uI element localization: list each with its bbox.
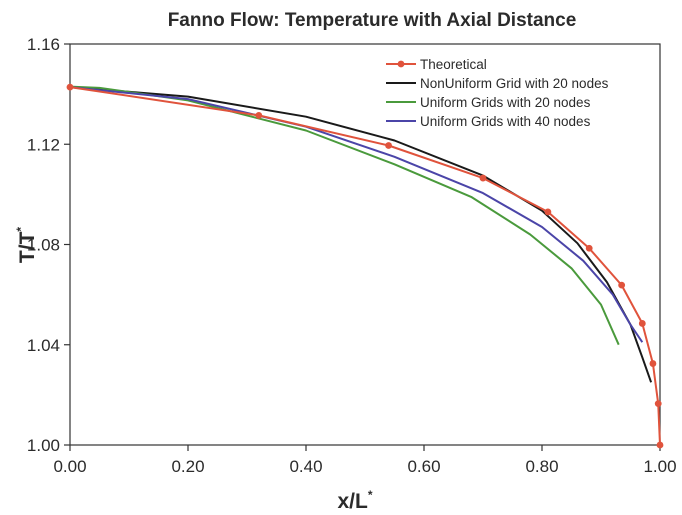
data-point — [544, 208, 552, 216]
chart-title: Fanno Flow: Temperature with Axial Dista… — [168, 10, 577, 31]
legend-label: Uniform Grids with 20 nodes — [420, 95, 591, 110]
y-tick-label: 1.08 — [27, 236, 60, 255]
legend: Theoretical NonUniform Grid with 20 nodes… — [386, 57, 609, 129]
legend-label: Theoretical — [420, 57, 487, 72]
x-tick-label: 0.80 — [525, 457, 558, 476]
y-tick-label: 1.04 — [27, 336, 60, 355]
data-point — [649, 360, 657, 367]
data-point — [618, 281, 626, 289]
x-axis-label: x/L* — [337, 488, 372, 513]
x-tick-label: 1.00 — [643, 457, 676, 476]
data-point — [255, 112, 263, 119]
x-tick-label: 0.40 — [289, 457, 322, 476]
y-axis-label: T/T* — [14, 227, 39, 264]
data-point — [585, 244, 593, 252]
series-line — [69, 86, 653, 383]
y-tick-label: 1.16 — [27, 35, 60, 54]
data-point — [654, 400, 662, 408]
x-tick-label: 0.60 — [407, 457, 440, 476]
legend-marker — [397, 60, 405, 68]
ticks-layer: 0.00 0.20 0.40 0.60 0.80 1.00 1.00 1.04 1.08 1.12… — [27, 35, 677, 476]
data-point — [66, 83, 74, 91]
y-tick-label: 1.12 — [27, 135, 60, 154]
data-point — [656, 441, 664, 449]
series-layer — [66, 83, 664, 449]
data-point — [385, 142, 392, 149]
data-point — [638, 320, 646, 327]
legend-label: NonUniform Grid with 20 nodes — [420, 76, 609, 91]
legend-label: Uniform Grids with 40 nodes — [420, 114, 591, 129]
y-tick-label: 1.00 — [27, 436, 60, 455]
x-tick-label: 0.20 — [171, 457, 204, 476]
data-point — [479, 174, 487, 182]
x-tick-label: 0.00 — [53, 457, 86, 476]
